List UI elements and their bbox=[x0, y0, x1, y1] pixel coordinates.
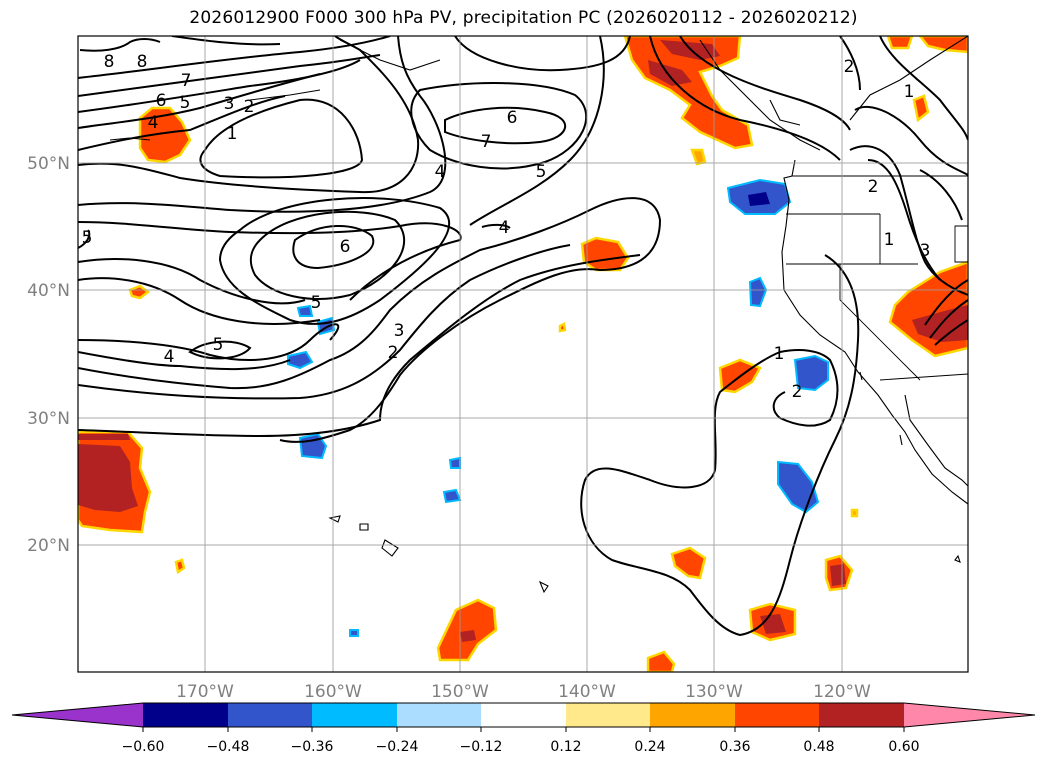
latitude-labels: 50°N 40°N 30°N 20°N bbox=[27, 154, 70, 556]
colorbar-tick-label: −0.24 bbox=[376, 739, 419, 755]
contour-label: 1 bbox=[774, 344, 785, 364]
map-frame bbox=[77, 35, 969, 673]
lon-label-140w: 140°W bbox=[558, 682, 616, 702]
contour-label: 6 bbox=[507, 108, 518, 128]
lon-label-170w: 170°W bbox=[176, 682, 234, 702]
lat-label-50n: 50°N bbox=[27, 154, 70, 174]
colorbar-tick-label: 0.36 bbox=[719, 739, 750, 755]
contour-label: 4 bbox=[164, 347, 175, 367]
colorbar-tick-label: 0.12 bbox=[550, 739, 581, 755]
contour-label: 5 bbox=[82, 228, 93, 248]
contour-label: 5 bbox=[311, 293, 322, 313]
colorbar-segment-8 bbox=[735, 703, 819, 727]
colorbar-tick-label: −0.48 bbox=[207, 739, 250, 755]
contour-label: 7 bbox=[481, 132, 492, 152]
contour-label: 4 bbox=[148, 113, 159, 133]
contour-label: 6 bbox=[156, 91, 167, 111]
contour-label: 2 bbox=[388, 343, 399, 363]
colorbar-tick-label: −0.60 bbox=[122, 739, 165, 755]
colorbar-segment-6 bbox=[566, 703, 650, 727]
colorbar-segment-4 bbox=[397, 703, 481, 727]
colorbar-segment-5 bbox=[481, 703, 566, 727]
contour-label: 1 bbox=[227, 124, 238, 144]
lat-label-20n: 20°N bbox=[27, 536, 70, 556]
colorbar-tick-label: −0.36 bbox=[291, 739, 334, 755]
contour-label: 2 bbox=[844, 57, 855, 77]
longitude-labels: 170°W 160°W 150°W 140°W 130°W 120°W bbox=[176, 682, 871, 702]
colorbar-segment-3 bbox=[312, 703, 397, 727]
lat-label-40n: 40°N bbox=[27, 281, 70, 301]
lat-label-30n: 30°N bbox=[27, 409, 70, 429]
colorbar-tick-label: 0.60 bbox=[888, 739, 919, 755]
contour-label: 5 bbox=[213, 335, 224, 355]
colorbar: −0.60 −0.48 −0.36 −0.24 −0.12 0.12 0.24 … bbox=[11, 702, 1036, 755]
contour-label: 1 bbox=[884, 230, 895, 250]
precip-negative-areas bbox=[287, 178, 829, 637]
pv-contours bbox=[78, 36, 968, 637]
contour-label: 3 bbox=[224, 94, 235, 114]
colorbar-segment-2 bbox=[228, 703, 312, 727]
contour-labels: 8 8 7 6 5 3 2 1 4 6 7 4 5 2 1 2 1 3 5 6 … bbox=[82, 52, 931, 402]
contour-label: 2 bbox=[868, 177, 879, 197]
lon-label-150w: 150°W bbox=[431, 682, 489, 702]
map-title: 2026012900 F000 300 hPa PV, precipitatio… bbox=[189, 8, 858, 28]
colorbar-tick-label: 0.48 bbox=[803, 739, 834, 755]
contour-label: 1 bbox=[904, 82, 915, 102]
contour-label: 8 bbox=[137, 52, 148, 72]
contour-label: 4 bbox=[499, 218, 510, 238]
contour-label: 7 bbox=[181, 71, 192, 91]
colorbar-segment-7 bbox=[650, 703, 735, 727]
colorbar-segment-10 bbox=[904, 703, 1035, 727]
borders bbox=[786, 175, 968, 381]
contour-label: 2 bbox=[244, 97, 255, 117]
lon-label-120w: 120°W bbox=[813, 682, 871, 702]
contour-label: 5 bbox=[180, 93, 191, 113]
contour-label: 8 bbox=[104, 52, 115, 72]
lon-label-160w: 160°W bbox=[304, 682, 362, 702]
colorbar-segment-1 bbox=[143, 703, 228, 727]
colorbar-segment-0 bbox=[12, 703, 143, 727]
contour-label: 6 bbox=[340, 237, 351, 257]
graticule bbox=[78, 36, 968, 672]
colorbar-tick-label: 0.24 bbox=[634, 739, 665, 755]
colorbar-tick-label: −0.12 bbox=[460, 739, 503, 755]
contour-label: 3 bbox=[394, 321, 405, 341]
contour-label: 2 bbox=[792, 382, 803, 402]
contour-label: 3 bbox=[920, 241, 931, 261]
colorbar-segment-9 bbox=[819, 703, 904, 727]
lon-label-130w: 130°W bbox=[685, 682, 743, 702]
contour-label: 5 bbox=[536, 162, 547, 182]
contour-label: 4 bbox=[435, 162, 446, 182]
